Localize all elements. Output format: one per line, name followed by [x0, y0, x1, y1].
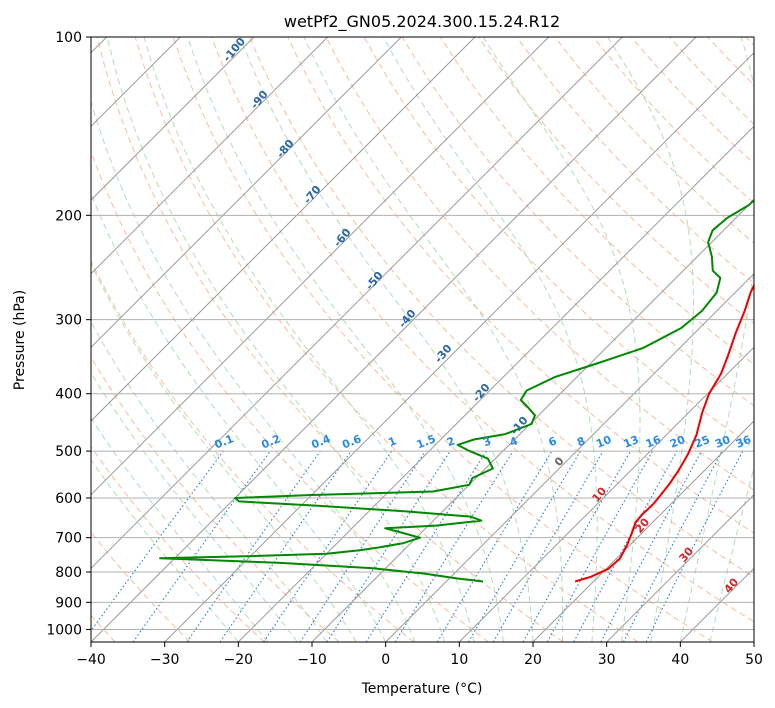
x-axis-label: Temperature (°C)	[361, 681, 483, 697]
dry-adiabat-line	[249, 37, 754, 578]
profile-curves	[159, 198, 754, 583]
mixing-ratio-label: 25	[693, 433, 712, 451]
mixing-ratio-line	[132, 450, 271, 642]
mixing-ratio-line	[91, 450, 224, 632]
plot-frame	[90, 36, 755, 643]
moist-adiabat-line	[91, 459, 239, 642]
isotherm-line	[91, 37, 697, 642]
mixing-ratio-label: 16	[644, 433, 663, 451]
dry-adiabat-line	[211, 37, 754, 623]
mixing-ratio-label: 36	[734, 433, 753, 451]
x-tick-label: −10	[297, 652, 327, 668]
isotherm-line	[532, 420, 754, 642]
moist-adiabat-line	[91, 262, 357, 642]
dry-adiabat-line	[96, 37, 564, 642]
mixing-ratio-line	[645, 450, 744, 642]
x-tick-label: 40	[671, 652, 689, 668]
mixing-ratio-line	[326, 450, 451, 642]
dry-adiabat-line	[287, 37, 754, 534]
mixing-ratio-label: 2	[445, 434, 457, 449]
moist-adiabat-line	[91, 321, 328, 642]
isotherm-line	[385, 272, 754, 642]
x-tick-label: 0	[381, 652, 390, 668]
x-tick-label: 30	[598, 652, 616, 668]
dry-adiabat-line	[91, 445, 265, 642]
moist-adiabat-line	[482, 37, 641, 642]
isotherm-line	[91, 37, 402, 349]
dewpoint-line	[159, 198, 754, 583]
mixing-ratio-label: 20	[668, 433, 687, 451]
y-tick-label: 100	[55, 30, 82, 46]
y-axis-label: Pressure (hPa)	[12, 290, 28, 390]
moist-adiabat-line	[91, 371, 298, 642]
x-tick-label: −40	[76, 652, 106, 668]
isotherm-line	[164, 51, 754, 642]
y-tick-label: 1000	[46, 622, 82, 638]
mixing-ratio-line	[522, 450, 631, 642]
y-tick-label: 500	[55, 444, 82, 460]
mixing-ratio-line	[299, 450, 426, 642]
y-tick-label: 400	[55, 387, 82, 403]
moist-adiabat-line	[143, 37, 475, 642]
x-tick-label: 50	[745, 652, 763, 668]
y-tick-label: 200	[55, 208, 82, 224]
isotherm-line	[311, 199, 754, 642]
y-tick-label: 900	[55, 595, 82, 611]
x-axis-ticks: −40 −30 −20 −10 0 10 20 30 40 50	[76, 642, 763, 668]
temperature-line	[574, 283, 754, 583]
dry-adiabat-line	[91, 356, 340, 642]
mixing-ratio-label: 30	[713, 433, 732, 451]
moist-adiabat-line	[382, 37, 598, 642]
mixing-ratio-label: 3	[481, 434, 493, 449]
moist-adiabat-line	[303, 37, 564, 642]
mixing-ratio-line	[186, 450, 321, 642]
y-tick-label: 700	[55, 531, 82, 547]
mixing-ratio-line	[219, 450, 352, 642]
dry-adiabat-line	[172, 37, 713, 642]
mixing-ratio-line	[394, 450, 514, 642]
x-tick-label: 10	[450, 652, 468, 668]
moist-adiabat-line	[106, 37, 446, 642]
x-tick-label: 20	[524, 652, 542, 668]
moist-adiabat-line	[709, 465, 754, 642]
dry-adiabat-line	[91, 259, 415, 642]
moist-adiabat-line	[91, 192, 387, 642]
mixing-ratio-label: 13	[622, 433, 641, 451]
isotherm-line	[91, 37, 623, 570]
isotherm-line	[91, 37, 329, 275]
isotherm-line	[91, 37, 550, 496]
mixing-ratio-label: 1	[386, 434, 398, 449]
isotherm-line	[91, 37, 476, 422]
chart-title: wetPf2_GN05.2024.300.15.24.R12	[284, 12, 560, 32]
moist-adiabat-line	[607, 37, 694, 642]
mixing-ratio-label: 10	[594, 433, 613, 451]
dry-adiabat-line	[325, 37, 754, 491]
y-tick-label: 300	[55, 313, 82, 329]
moist-adiabat-line	[91, 417, 269, 642]
y-tick-label: 800	[55, 565, 82, 581]
moist-adiabat-line	[239, 37, 534, 642]
grid-lines	[91, 37, 754, 642]
isotherm-line	[91, 37, 255, 201]
moist-adiabat-line	[679, 37, 754, 642]
mixing-ratio-label: 8	[575, 434, 587, 449]
y-tick-label: 600	[55, 491, 82, 507]
mixing-ratio-line	[546, 450, 654, 642]
x-tick-label: −20	[224, 652, 254, 668]
isotherm-line	[237, 125, 754, 642]
isotherm-line	[606, 493, 754, 642]
x-tick-label: −30	[150, 652, 180, 668]
dry-adiabat-line	[516, 37, 754, 284]
dry-adiabat-line	[134, 37, 639, 642]
y-axis-ticks: 100 200 300 400 500 600 700 800 900 1000	[46, 30, 91, 638]
isotherm-line	[458, 346, 754, 642]
